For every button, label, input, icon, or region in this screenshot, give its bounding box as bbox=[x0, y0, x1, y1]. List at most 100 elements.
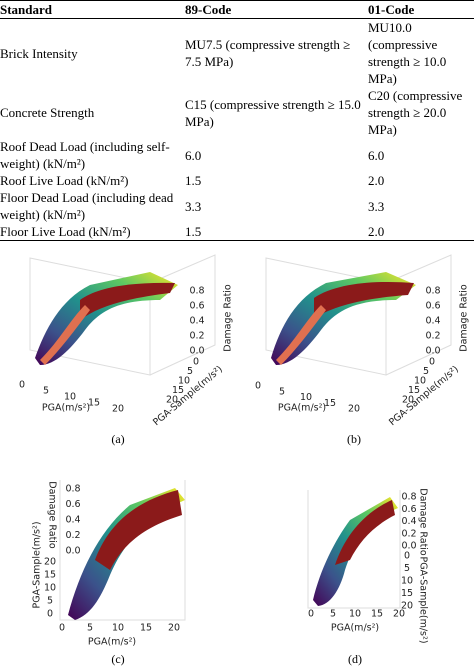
table-cell: 6.0 bbox=[185, 147, 202, 163]
z-tick-label: 0.8 bbox=[189, 286, 204, 297]
x-axis-label: PGA(m/s²) bbox=[88, 637, 136, 648]
table-cell: 3.3 bbox=[368, 198, 385, 214]
y-tick-label: 5 bbox=[187, 366, 193, 377]
panel-caption: (a) bbox=[111, 432, 124, 446]
table-row: Brick Intensity MU7.5 (compressive streng… bbox=[0, 19, 474, 88]
panel-d-surface bbox=[307, 490, 401, 609]
z-axis-label: Damage Ratio bbox=[47, 481, 58, 549]
panel-caption: (b) bbox=[347, 432, 361, 446]
y-tick-label: 20 bbox=[401, 601, 413, 612]
y-tick-label: 15 bbox=[401, 588, 413, 599]
table-header: Standard 89-Code 01-Code bbox=[0, 0, 474, 19]
x-tick-label: 0 bbox=[308, 609, 314, 620]
x-tick-label: 15 bbox=[88, 398, 100, 409]
x-axis-label: PGA(m/s²) bbox=[278, 403, 326, 414]
y-axis-label: PGA-Sample(m/s²) bbox=[32, 521, 43, 608]
table-cell: Concrete Strength bbox=[0, 105, 95, 120]
x-tick-label: 5 bbox=[279, 386, 285, 397]
z-tick-label: 0.8 bbox=[425, 286, 440, 297]
x-tick-label: 20 bbox=[112, 404, 124, 415]
header-cell: Standard bbox=[0, 0, 185, 19]
y-tick-label: 5 bbox=[47, 596, 53, 607]
z-tick-label: 0.4 bbox=[401, 516, 416, 527]
y-tick-label: 15 bbox=[44, 570, 56, 581]
table-cell: Roof Live Load (kN/m²) bbox=[0, 173, 129, 188]
z-tick-label: 0.6 bbox=[401, 504, 416, 515]
y-axis-label: PGA-Sample(m/s²) bbox=[418, 556, 429, 643]
table-cell: C15 (compressive strength ≥ 15.0 MPa) bbox=[185, 96, 361, 129]
z-axis-label: Damage Ratio bbox=[223, 284, 234, 352]
standards-table: Standard 89-Code 01-Code Brick Intensity… bbox=[0, 0, 474, 241]
table-cell: 6.0 bbox=[368, 147, 385, 163]
z-tick-label: 0.4 bbox=[425, 316, 440, 327]
x-axis-label: PGA(m/s²) bbox=[42, 403, 90, 414]
z-tick-label: 0.2 bbox=[189, 331, 204, 342]
y-tick-label: 20 bbox=[402, 395, 414, 406]
table-cell: Floor Dead Load (including dead weight) … bbox=[0, 190, 174, 222]
table-body: Brick Intensity MU7.5 (compressive streng… bbox=[0, 19, 474, 241]
y-tick-label: 0 bbox=[193, 357, 199, 368]
x-tick-label: 5 bbox=[43, 386, 49, 397]
x-axis-label: PGA(m/s²) bbox=[331, 623, 379, 634]
panel-caption: (c) bbox=[111, 652, 124, 666]
x-tick-label: 5 bbox=[330, 609, 336, 620]
x-tick-label: 10 bbox=[349, 609, 361, 620]
x-tick-label: 15 bbox=[140, 623, 152, 634]
y-tick-label: 20 bbox=[166, 395, 178, 406]
y-tick-label: 5 bbox=[423, 366, 429, 377]
table-row: Roof Live Load (kN/m²) 1.5 2.0 bbox=[0, 172, 474, 189]
x-tick-label: 0 bbox=[255, 381, 261, 392]
z-tick-label: 0.0 bbox=[425, 346, 440, 357]
y-tick-label: 0 bbox=[47, 609, 53, 620]
z-tick-label: 0.8 bbox=[65, 484, 80, 495]
table-cell: 1.5 bbox=[185, 223, 368, 241]
z-axis-label: Damage Ratio bbox=[459, 284, 470, 352]
table-cell: MU10.0 (compressive strength ≥ 10.0 MPa) bbox=[368, 20, 447, 86]
x-tick-label: 10 bbox=[112, 623, 124, 634]
y-tick-label: 0 bbox=[404, 551, 410, 562]
z-tick-label: 0.2 bbox=[425, 331, 440, 342]
table-cell: 3.3 bbox=[185, 198, 202, 214]
x-tick-label: 15 bbox=[371, 609, 383, 620]
z-axis-label: Damage Ratio bbox=[418, 488, 429, 556]
z-tick-label: 0.4 bbox=[65, 515, 80, 526]
panel-b-surface bbox=[265, 254, 452, 376]
y-tick-label: 10 bbox=[401, 576, 413, 587]
y-tick-label: 5 bbox=[404, 563, 410, 574]
x-tick-label: 20 bbox=[168, 623, 180, 634]
y-tick-label: 10 bbox=[178, 376, 190, 387]
y-tick-label: 0 bbox=[429, 357, 435, 368]
y-tick-label: 10 bbox=[414, 376, 426, 387]
x-tick-label: 5 bbox=[87, 623, 93, 634]
z-tick-label: 0.2 bbox=[65, 530, 80, 541]
y-tick-label: 15 bbox=[172, 385, 184, 396]
z-tick-label: 0.0 bbox=[189, 346, 204, 357]
table-cell: 2.0 bbox=[368, 223, 474, 241]
table-cell: 2.0 bbox=[368, 173, 385, 188]
table-cell: C20 (compressive strength ≥ 20.0 MPa) bbox=[368, 88, 463, 137]
panel-a-surface bbox=[29, 254, 216, 376]
y-tick-label: 10 bbox=[44, 583, 56, 594]
x-tick-label: 10 bbox=[300, 392, 312, 403]
table-cell: Brick Intensity bbox=[0, 45, 78, 61]
z-tick-label: 0.6 bbox=[189, 301, 204, 312]
z-tick-label: 0.2 bbox=[401, 528, 416, 539]
table-row: Floor Dead Load (including dead weight) … bbox=[0, 189, 474, 223]
z-tick-label: 0.8 bbox=[401, 492, 416, 503]
panel-c-surface bbox=[59, 480, 186, 621]
z-tick-label: 0.4 bbox=[189, 316, 204, 327]
table-cell: Floor Live Load (kN/m²) bbox=[0, 223, 185, 241]
z-tick-label: 0.0 bbox=[401, 541, 416, 552]
y-tick-label: 15 bbox=[408, 385, 420, 396]
header-cell: 89-Code bbox=[185, 0, 368, 19]
x-tick-label: 15 bbox=[324, 398, 336, 409]
table-row: Roof Dead Load (including self-weight) (… bbox=[0, 138, 474, 172]
table-cell: Roof Dead Load (including self-weight) (… bbox=[0, 139, 170, 171]
x-tick-label: 0 bbox=[19, 380, 25, 391]
table-cell: 1.5 bbox=[185, 173, 202, 188]
panel-caption: (d) bbox=[348, 652, 362, 666]
z-tick-label: 0.0 bbox=[65, 546, 80, 557]
z-tick-label: 0.6 bbox=[425, 301, 440, 312]
